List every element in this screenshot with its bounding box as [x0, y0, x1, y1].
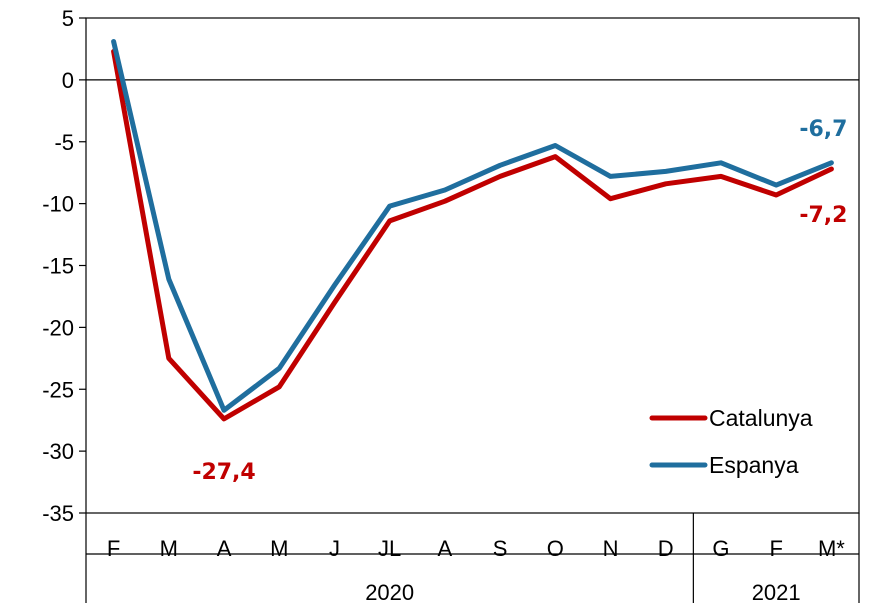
year-label: 2021 — [752, 580, 801, 603]
x-tick-label: A — [438, 536, 453, 561]
x-tick-label: G — [712, 536, 729, 561]
y-tick-label: -25 — [42, 377, 74, 402]
annotation-layer: -27,4 -6,7 -7,2 — [192, 117, 847, 485]
x-tick-label: S — [493, 536, 508, 561]
x-tick-label: D — [658, 536, 674, 561]
x-tick-label: F — [769, 536, 782, 561]
y-tick-label: -15 — [42, 254, 74, 279]
x-tick-label: M — [270, 536, 288, 561]
x-tick-label: A — [217, 536, 232, 561]
y-tick-label: -10 — [42, 192, 74, 217]
y-tick-label: 5 — [62, 6, 74, 31]
y-tick-label: -35 — [42, 501, 74, 526]
x-tick-label: JL — [378, 536, 401, 561]
x-tick-label: M — [160, 536, 178, 561]
data-label: -7,2 — [799, 203, 847, 228]
plot-frame — [85, 17, 860, 514]
chart-axes: 5 0 -5 -10 -15 -20 -25 -30 -35 F M A M J JL A S O N D G F M* 20… — [42, 6, 860, 603]
legend-label: Espanya — [709, 452, 799, 478]
series-layer — [111, 39, 834, 422]
x-tick-label: F — [107, 536, 120, 561]
series-line-espanya — [111, 39, 834, 413]
x-tick-label: O — [547, 536, 564, 561]
y-tick-label: -5 — [54, 130, 74, 155]
x-tick-label: N — [603, 536, 619, 561]
y-tick-label: 0 — [62, 68, 74, 93]
y-tick-label: -20 — [42, 315, 74, 340]
legend: Catalunya Espanya — [649, 405, 813, 478]
y-tick-label: -30 — [42, 439, 74, 464]
data-label: -27,4 — [192, 460, 255, 485]
year-label: 2020 — [365, 580, 414, 603]
series-line-catalunya — [111, 48, 834, 422]
x-tick-label: M* — [818, 536, 845, 561]
x-tick-label: J — [329, 536, 340, 561]
legend-label: Catalunya — [709, 405, 813, 431]
data-label: -6,7 — [799, 117, 847, 142]
